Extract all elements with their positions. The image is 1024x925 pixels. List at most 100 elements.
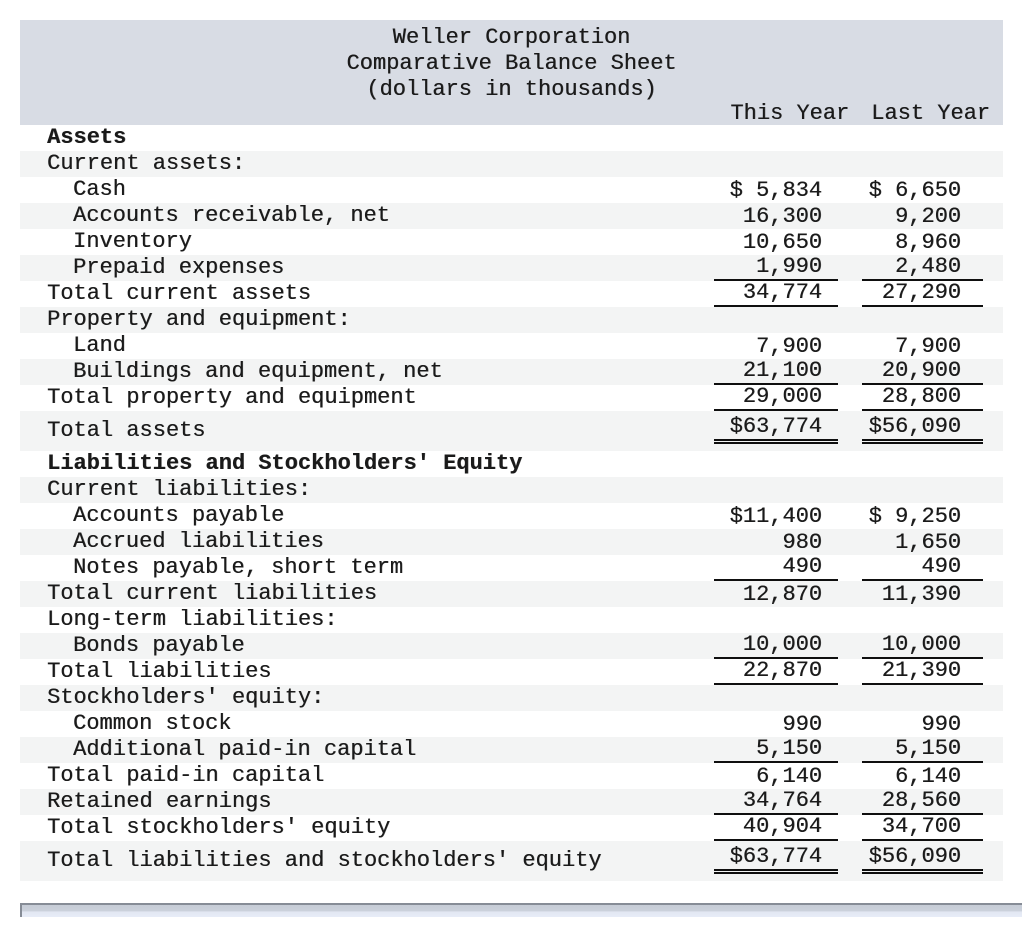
value-this-year: 10,000 bbox=[714, 633, 838, 659]
value-last-year bbox=[862, 125, 983, 151]
row-label: Land bbox=[73, 333, 126, 358]
row-label: Prepaid expenses bbox=[73, 255, 285, 280]
value-this-year: 22,870 bbox=[714, 659, 838, 685]
table-row: Total stockholders' equity 40,904 34,700 bbox=[20, 815, 1003, 841]
value-last-year: 10,000 bbox=[862, 633, 983, 659]
table-row: Bonds payable 10,000 10,000 bbox=[20, 633, 1003, 659]
row-label: Inventory bbox=[73, 229, 192, 254]
value-this-year: 990 bbox=[782, 712, 822, 737]
balance-table: Assets Current assets: Cash $ 5,834 $ 6,650 A… bbox=[20, 125, 1003, 881]
table-row: Total property and equipment 29,000 28,800 bbox=[20, 385, 1003, 411]
table-row: Inventory 10,650 8,960 bbox=[20, 229, 1003, 255]
value-this-year bbox=[714, 607, 838, 633]
row-label: Buildings and equipment, net bbox=[73, 359, 443, 384]
table-row: Long-term liabilities: bbox=[20, 607, 1003, 633]
value-this-year: 12,870 bbox=[742, 582, 822, 607]
table-row: Liabilities and Stockholders' Equity bbox=[20, 451, 1003, 477]
row-label: Total current assets bbox=[47, 281, 312, 306]
value-last-year: 2,480 bbox=[862, 255, 983, 281]
table-row: Land 7,900 7,900 bbox=[20, 333, 1003, 359]
value-this-year bbox=[714, 477, 838, 503]
table-row: Total liabilities and stockholders' equi… bbox=[20, 841, 1003, 881]
table-row: Total assets $63,774 $56,090 bbox=[20, 411, 1003, 451]
value-last-year: 7,900 bbox=[894, 334, 961, 359]
row-label: Accounts payable bbox=[73, 503, 285, 528]
value-this-year: 5,150 bbox=[714, 737, 838, 763]
value-this-year: $11,400 bbox=[729, 504, 822, 529]
balance-sheet-document: Weller Corporation Comparative Balance S… bbox=[20, 20, 1003, 881]
table-row: Buildings and equipment, net 21,100 20,900 bbox=[20, 359, 1003, 385]
value-this-year: 490 bbox=[714, 555, 838, 581]
statement-title: Comparative Balance Sheet bbox=[346, 51, 677, 76]
value-last-year: $56,090 bbox=[862, 841, 983, 874]
value-last-year: 9,200 bbox=[894, 204, 961, 229]
value-this-year bbox=[714, 151, 838, 177]
value-last-year: 1,650 bbox=[894, 530, 961, 555]
row-label: Current liabilities: bbox=[47, 477, 312, 502]
value-this-year: 40,904 bbox=[714, 815, 838, 841]
value-last-year: $ 9,250 bbox=[868, 504, 961, 529]
value-last-year: 990 bbox=[921, 712, 961, 737]
value-last-year bbox=[862, 151, 983, 177]
table-row: Common stock 990 990 bbox=[20, 711, 1003, 737]
value-this-year: 10,650 bbox=[742, 230, 822, 255]
value-this-year bbox=[714, 451, 838, 477]
value-this-year: 980 bbox=[782, 530, 822, 555]
row-label: Accrued liabilities bbox=[73, 529, 324, 554]
value-this-year: 21,100 bbox=[714, 359, 838, 385]
value-this-year: $ 5,834 bbox=[729, 178, 822, 203]
row-label: Additional paid-in capital bbox=[73, 737, 417, 762]
row-label: Current assets: bbox=[47, 151, 246, 176]
row-label: Bonds payable bbox=[73, 633, 245, 658]
value-last-year bbox=[862, 685, 983, 711]
row-label: Total assets bbox=[47, 418, 206, 443]
row-label: Total current liabilities bbox=[47, 581, 378, 606]
row-label: Total liabilities and stockholders' equi… bbox=[47, 848, 602, 873]
value-this-year: 1,990 bbox=[714, 255, 838, 281]
value-last-year: 27,290 bbox=[862, 281, 983, 307]
table-row: Assets bbox=[20, 125, 1003, 151]
col-header-last-year: Last Year bbox=[871, 101, 990, 126]
row-label: Notes payable, short term bbox=[73, 555, 404, 580]
value-last-year: 6,140 bbox=[894, 764, 961, 789]
value-last-year bbox=[862, 451, 983, 477]
table-row: Current assets: bbox=[20, 151, 1003, 177]
row-label: Common stock bbox=[73, 711, 232, 736]
value-last-year bbox=[862, 307, 983, 333]
table-row: Retained earnings 34,764 28,560 bbox=[20, 789, 1003, 815]
value-this-year: 34,774 bbox=[714, 281, 838, 307]
table-row: Total current liabilities 12,870 11,390 bbox=[20, 581, 1003, 607]
value-this-year bbox=[714, 125, 838, 151]
company-title: Weller Corporation bbox=[392, 25, 631, 50]
value-this-year: 7,900 bbox=[755, 334, 822, 359]
table-row: Prepaid expenses 1,990 2,480 bbox=[20, 255, 1003, 281]
value-last-year: 21,390 bbox=[862, 659, 983, 685]
value-this-year bbox=[714, 307, 838, 333]
table-row: Accounts receivable, net 16,300 9,200 bbox=[20, 203, 1003, 229]
value-last-year: 11,390 bbox=[881, 582, 961, 607]
row-label: Total property and equipment bbox=[47, 385, 417, 410]
row-label: Assets bbox=[47, 125, 127, 150]
row-label: Accounts receivable, net bbox=[73, 203, 390, 228]
row-label: Liabilities and Stockholders' Equity bbox=[47, 451, 523, 476]
units-subtitle: (dollars in thousands) bbox=[366, 77, 657, 102]
value-last-year: $ 6,650 bbox=[868, 178, 961, 203]
value-last-year bbox=[862, 607, 983, 633]
table-row: Accrued liabilities 980 1,650 bbox=[20, 529, 1003, 555]
table-row: Additional paid-in capital 5,150 5,150 bbox=[20, 737, 1003, 763]
value-last-year: 5,150 bbox=[862, 737, 983, 763]
value-this-year: $63,774 bbox=[714, 841, 838, 874]
value-last-year: 8,960 bbox=[894, 230, 961, 255]
col-header-this-year: This Year bbox=[730, 101, 850, 126]
horizontal-scrollbar[interactable] bbox=[20, 903, 1022, 917]
table-row: Notes payable, short term 490 490 bbox=[20, 555, 1003, 581]
table-row: Total liabilities 22,870 21,390 bbox=[20, 659, 1003, 685]
row-label: Total stockholders' equity bbox=[47, 815, 391, 840]
value-this-year: 29,000 bbox=[714, 385, 838, 411]
column-headers: This Year Last Year bbox=[20, 101, 1003, 126]
row-label: Property and equipment: bbox=[47, 307, 351, 332]
value-this-year: $63,774 bbox=[714, 411, 838, 444]
row-label: Retained earnings bbox=[47, 789, 272, 814]
value-last-year: 490 bbox=[862, 555, 983, 581]
table-row: Current liabilities: bbox=[20, 477, 1003, 503]
